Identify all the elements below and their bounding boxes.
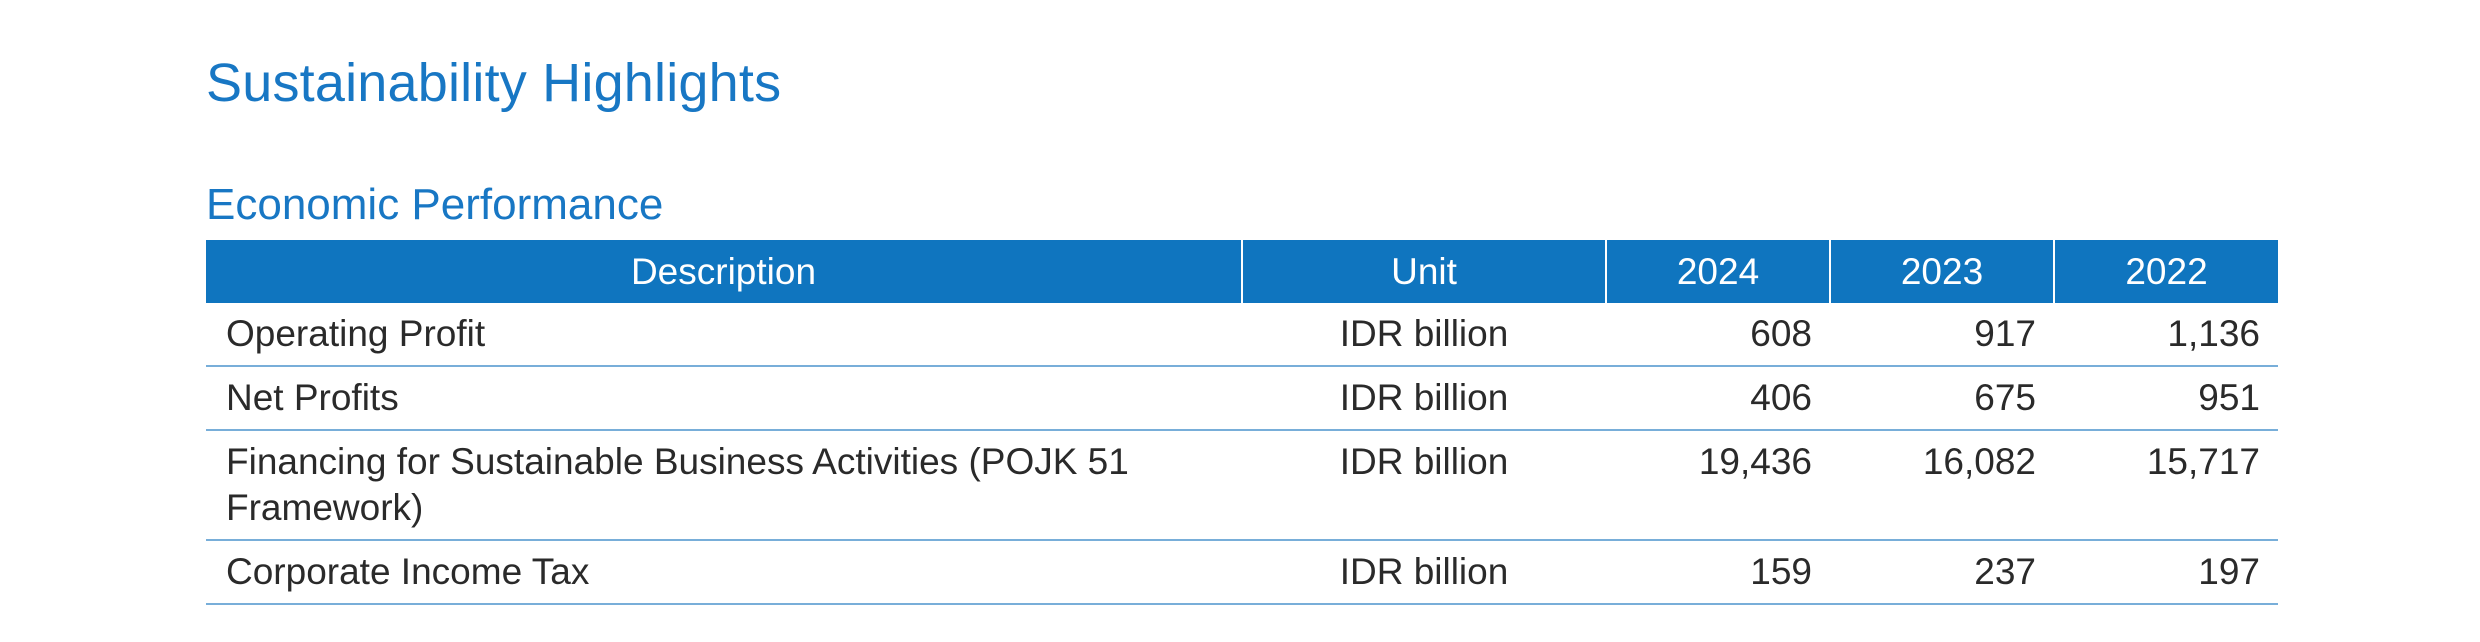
- column-header-unit: Unit: [1241, 240, 1606, 303]
- table-row: Corporate Income Tax IDR billion 159 237…: [206, 540, 2278, 605]
- row-description: Net Profits: [206, 366, 1242, 431]
- row-unit: IDR billion: [1242, 540, 1606, 605]
- row-unit: IDR billion: [1242, 303, 1606, 367]
- value-2022: 1,136: [2054, 303, 2278, 367]
- row-description: Corporate Income Tax: [206, 540, 1242, 605]
- table-row: Net Profits IDR billion 406 675 951: [206, 366, 2278, 431]
- value-2023: 917: [1830, 303, 2054, 367]
- table-header-row: Description Unit 2024 2023 2022: [206, 240, 2278, 303]
- page-title: Sustainability Highlights: [206, 53, 782, 113]
- row-description: Operating Profit: [206, 303, 1242, 367]
- value-2024: 19,436: [1606, 430, 1830, 541]
- value-2023: 16,082: [1830, 430, 2054, 541]
- value-2022: 15,717: [2054, 430, 2278, 541]
- table-row: Operating Profit IDR billion 608 917 1,1…: [206, 303, 2278, 367]
- value-2022: 951: [2054, 366, 2278, 431]
- row-unit: IDR billion: [1242, 430, 1606, 541]
- value-2023: 675: [1830, 366, 2054, 431]
- table-row: Financing for Sustainable Business Activ…: [206, 430, 2278, 541]
- value-2024: 406: [1606, 366, 1830, 431]
- section-title: Economic Performance: [206, 180, 664, 229]
- economic-performance-table: Description Unit 2024 2023 2022 Operatin…: [206, 240, 2278, 605]
- column-header-2022: 2022: [2053, 240, 2278, 303]
- row-unit: IDR billion: [1242, 366, 1606, 431]
- row-description: Financing for Sustainable Business Activ…: [206, 430, 1242, 541]
- value-2024: 159: [1606, 540, 1830, 605]
- column-header-2023: 2023: [1829, 240, 2054, 303]
- value-2023: 237: [1830, 540, 2054, 605]
- value-2024: 608: [1606, 303, 1830, 367]
- column-header-description: Description: [206, 240, 1242, 303]
- value-2022: 197: [2054, 540, 2278, 605]
- column-header-2024: 2024: [1605, 240, 1830, 303]
